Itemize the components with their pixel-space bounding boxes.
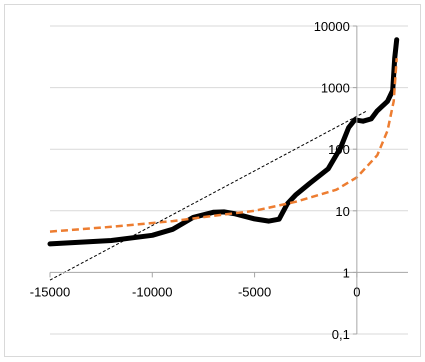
series-layer [47, 37, 400, 281]
y-tick-label-2: 100 [328, 142, 350, 157]
y-tick-label-0: 10000 [314, 19, 350, 34]
chart-border [4, 4, 421, 357]
series-line-1 [49, 58, 398, 233]
y-tick-label-4: 1 [343, 265, 350, 280]
x-tick-label-2: -5000 [238, 284, 271, 299]
y-tick-label-1: 1000 [321, 81, 350, 96]
x-tick-label-1: -10000 [132, 284, 172, 299]
chart-frame: -15000 -10000 -5000 0 10000 1000 100 10 1 0,1 [4, 4, 421, 357]
y-tick-label-5: 0,1 [332, 327, 350, 342]
gridlines [50, 25, 408, 335]
x-tick-label-3: 0 [353, 284, 360, 299]
x-tick-label-0: -15000 [30, 284, 70, 299]
axes-layer [49, 25, 408, 335]
y-tick-label-3: 10 [335, 204, 349, 219]
labels-layer: -15000 -10000 -5000 0 10000 1000 100 10 1 0,1 [30, 19, 361, 342]
chart-svg: -15000 -10000 -5000 0 10000 1000 100 10 1 0,1 [4, 4, 421, 357]
